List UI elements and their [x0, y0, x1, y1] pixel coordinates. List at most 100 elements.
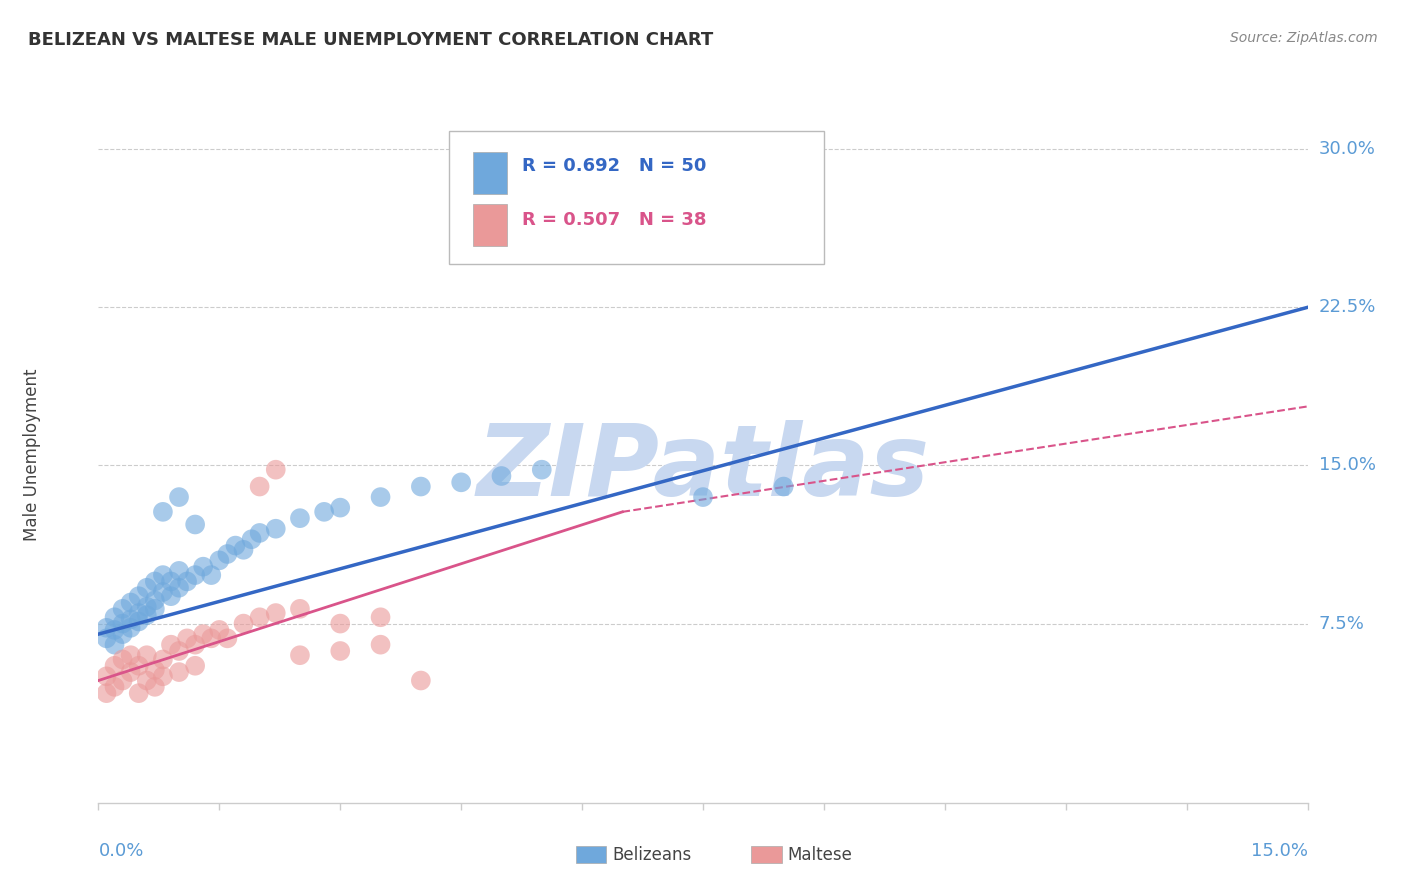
- Text: R = 0.507   N = 38: R = 0.507 N = 38: [522, 211, 706, 228]
- Point: [96, 632, 118, 646]
- Point: [409, 673, 432, 688]
- Point: [329, 500, 352, 515]
- Point: [208, 623, 231, 637]
- Point: [200, 568, 222, 582]
- Point: [128, 615, 150, 629]
- Point: [111, 602, 134, 616]
- Point: [120, 612, 142, 626]
- Point: [692, 490, 714, 504]
- Point: [120, 665, 142, 679]
- FancyBboxPatch shape: [751, 846, 782, 863]
- Text: Belizeans: Belizeans: [612, 846, 692, 864]
- Point: [176, 632, 198, 646]
- Point: [491, 469, 513, 483]
- Point: [200, 632, 222, 646]
- Point: [314, 505, 336, 519]
- Point: [135, 599, 157, 614]
- Text: 0.0%: 0.0%: [98, 842, 143, 860]
- Point: [184, 658, 207, 673]
- Point: [232, 616, 254, 631]
- Point: [264, 606, 287, 620]
- Text: Maltese: Maltese: [787, 846, 852, 864]
- Point: [167, 490, 190, 504]
- Point: [224, 539, 246, 553]
- Point: [176, 574, 198, 589]
- Point: [167, 564, 190, 578]
- Text: 22.5%: 22.5%: [1319, 298, 1376, 317]
- Text: ZIPatlas: ZIPatlas: [477, 420, 929, 517]
- Text: 15.0%: 15.0%: [1250, 842, 1308, 860]
- Point: [288, 511, 311, 525]
- Point: [370, 610, 392, 624]
- Point: [772, 479, 794, 493]
- Point: [167, 644, 190, 658]
- Point: [152, 585, 174, 599]
- Point: [530, 463, 553, 477]
- Point: [208, 553, 231, 567]
- Point: [249, 525, 271, 540]
- Point: [167, 665, 190, 679]
- Point: [288, 648, 311, 663]
- Point: [128, 658, 150, 673]
- Point: [193, 559, 215, 574]
- Point: [135, 673, 157, 688]
- FancyBboxPatch shape: [474, 204, 508, 246]
- Point: [128, 686, 150, 700]
- Point: [143, 663, 166, 677]
- Point: [96, 686, 118, 700]
- Point: [184, 517, 207, 532]
- Text: Male Unemployment: Male Unemployment: [22, 368, 41, 541]
- Point: [152, 652, 174, 666]
- Point: [160, 638, 183, 652]
- Point: [143, 574, 166, 589]
- Point: [240, 533, 263, 547]
- FancyBboxPatch shape: [449, 131, 824, 263]
- Point: [143, 680, 166, 694]
- Point: [120, 595, 142, 609]
- Point: [329, 616, 352, 631]
- Point: [264, 463, 287, 477]
- Point: [249, 479, 271, 493]
- Point: [160, 574, 183, 589]
- Point: [249, 610, 271, 624]
- Point: [450, 475, 472, 490]
- Point: [103, 680, 125, 694]
- Point: [135, 608, 157, 623]
- Point: [370, 638, 392, 652]
- Point: [96, 621, 118, 635]
- Point: [152, 568, 174, 582]
- Point: [288, 602, 311, 616]
- Text: 15.0%: 15.0%: [1319, 457, 1375, 475]
- Point: [103, 623, 125, 637]
- Point: [135, 581, 157, 595]
- Point: [111, 652, 134, 666]
- Point: [103, 658, 125, 673]
- Point: [143, 593, 166, 607]
- Point: [152, 505, 174, 519]
- Point: [184, 568, 207, 582]
- Point: [135, 648, 157, 663]
- Point: [217, 632, 239, 646]
- Text: 30.0%: 30.0%: [1319, 140, 1375, 158]
- Point: [370, 490, 392, 504]
- Point: [111, 627, 134, 641]
- Point: [120, 648, 142, 663]
- Point: [111, 616, 134, 631]
- Point: [193, 627, 215, 641]
- FancyBboxPatch shape: [576, 846, 606, 863]
- Point: [103, 638, 125, 652]
- Point: [103, 610, 125, 624]
- Point: [128, 606, 150, 620]
- Point: [96, 669, 118, 683]
- Point: [143, 602, 166, 616]
- Point: [217, 547, 239, 561]
- Point: [264, 522, 287, 536]
- Point: [232, 542, 254, 557]
- Point: [120, 621, 142, 635]
- Text: Source: ZipAtlas.com: Source: ZipAtlas.com: [1230, 31, 1378, 45]
- Point: [160, 589, 183, 603]
- Point: [111, 673, 134, 688]
- Point: [167, 581, 190, 595]
- Point: [409, 479, 432, 493]
- Text: R = 0.692   N = 50: R = 0.692 N = 50: [522, 157, 706, 175]
